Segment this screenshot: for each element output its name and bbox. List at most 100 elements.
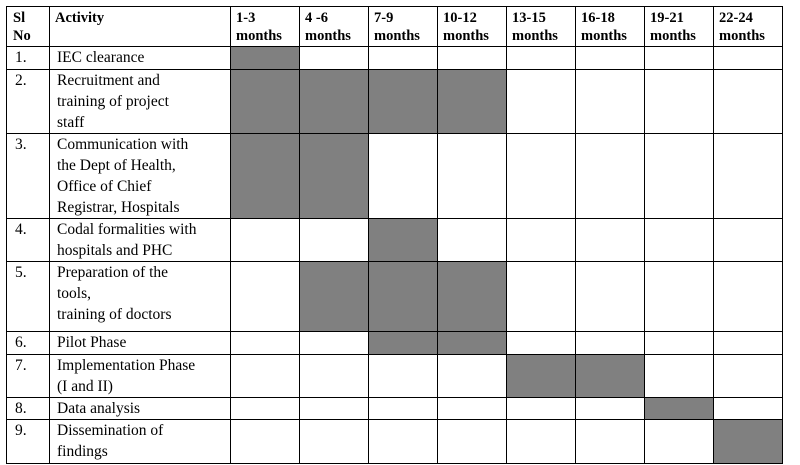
activity-line: Data analysis bbox=[57, 400, 141, 417]
activity-line: Office of Chief bbox=[57, 178, 152, 195]
activity-line: staff bbox=[57, 114, 85, 131]
period-header-unit: months bbox=[719, 28, 765, 44]
timeline-cell-active bbox=[713, 419, 783, 464]
timeline-cell-empty bbox=[368, 419, 438, 464]
timeline-cell-active bbox=[230, 69, 300, 134]
timeline-cell-empty bbox=[506, 261, 576, 332]
period-header-range: 10-12 bbox=[443, 10, 477, 26]
timeline-cell-empty bbox=[575, 69, 645, 134]
activity-line: Preparation of the bbox=[57, 264, 169, 281]
timeline-cell-active bbox=[368, 261, 438, 332]
activity-line: training of project bbox=[57, 93, 169, 110]
period-header: 13-15 months bbox=[506, 6, 576, 47]
table-row: 2. Recruitment and training of project staf… bbox=[6, 69, 783, 134]
timeline-cell-empty bbox=[437, 46, 507, 70]
table-row: 7. Implementation Phase (I and II) bbox=[6, 354, 783, 398]
sl-number: 5. bbox=[6, 261, 50, 332]
timeline-cell-empty bbox=[506, 331, 576, 355]
activity-name: Codal formalities with hospitals and PHC bbox=[49, 218, 231, 262]
timeline-cell-empty bbox=[644, 133, 714, 219]
timeline-cell-empty bbox=[575, 218, 645, 262]
timeline-cell-active bbox=[368, 218, 438, 262]
activity-line: Registrar, Hospitals bbox=[57, 199, 180, 216]
period-header-range: 19-21 bbox=[650, 10, 684, 26]
timeline-cell-active bbox=[437, 69, 507, 134]
period-header-range: 22-24 bbox=[719, 10, 753, 26]
timeline-cell-empty bbox=[230, 397, 300, 420]
timeline-cell-empty bbox=[575, 46, 645, 70]
timeline-cell-active bbox=[368, 331, 438, 355]
timeline-cell-active bbox=[230, 46, 300, 70]
timeline-cell-empty bbox=[437, 419, 507, 464]
timeline-cell-empty bbox=[368, 46, 438, 70]
activity-line: Recruitment and bbox=[57, 72, 160, 89]
timeline-cell-active bbox=[437, 331, 507, 355]
table-row: 1. IEC clearance bbox=[6, 46, 783, 70]
timeline-cell-empty bbox=[368, 397, 438, 420]
table-row: 5. Preparation of the tools, training of do… bbox=[6, 261, 783, 332]
sl-header-line: No bbox=[13, 28, 31, 44]
sl-no-header: Sl No bbox=[6, 6, 50, 47]
activity-line: Communication with bbox=[57, 136, 189, 153]
period-header-range: 13-15 bbox=[512, 10, 546, 26]
timeline-cell-empty bbox=[644, 331, 714, 355]
period-header-unit: months bbox=[305, 28, 351, 44]
table-row: 9. Dissemination of findings bbox=[6, 419, 783, 464]
timeline-cell-empty bbox=[437, 397, 507, 420]
timeline-cell-empty bbox=[299, 331, 369, 355]
header-row: Sl No Activity 1-3 months 4 -6 months 7-9 m… bbox=[6, 6, 783, 47]
timeline-cell-empty bbox=[644, 218, 714, 262]
timeline-cell-empty bbox=[575, 419, 645, 464]
timeline-cell-empty bbox=[437, 218, 507, 262]
table-row: 3. Communication with the Dept of Health, O… bbox=[6, 133, 783, 219]
timeline-cell-active bbox=[437, 261, 507, 332]
activity-name: Data analysis bbox=[49, 397, 231, 420]
timeline-cell-empty bbox=[713, 46, 783, 70]
timeline-cell-empty bbox=[230, 354, 300, 398]
timeline-cell-empty bbox=[713, 331, 783, 355]
timeline-cell-empty bbox=[299, 218, 369, 262]
gantt-body: 1. IEC clearance 2. Recruitment and training… bbox=[6, 46, 783, 464]
table-row: 4. Codal formalities with hospitals and PH… bbox=[6, 218, 783, 262]
period-header-unit: months bbox=[650, 28, 696, 44]
timeline-cell-empty bbox=[644, 69, 714, 134]
period-header-unit: months bbox=[581, 28, 627, 44]
timeline-cell-active bbox=[299, 69, 369, 134]
timeline-cell-active bbox=[575, 354, 645, 398]
timeline-cell-empty bbox=[713, 397, 783, 420]
period-header: 7-9 months bbox=[368, 6, 438, 47]
timeline-cell-empty bbox=[299, 354, 369, 398]
activity-line: the Dept of Health, bbox=[57, 157, 176, 174]
activity-name: Pilot Phase bbox=[49, 331, 231, 355]
timeline-cell-empty bbox=[230, 331, 300, 355]
sl-number: 9. bbox=[6, 419, 50, 464]
activity-line: training of doctors bbox=[57, 306, 172, 323]
period-header-unit: months bbox=[236, 28, 282, 44]
timeline-cell-empty bbox=[437, 354, 507, 398]
timeline-cell-active bbox=[299, 261, 369, 332]
table-row: 6. Pilot Phase bbox=[6, 331, 783, 355]
timeline-cell-empty bbox=[644, 419, 714, 464]
period-header: 1-3 months bbox=[230, 6, 300, 47]
timeline-cell-empty bbox=[368, 354, 438, 398]
timeline-cell-empty bbox=[230, 218, 300, 262]
timeline-cell-empty bbox=[506, 218, 576, 262]
activity-line: Codal formalities with bbox=[57, 221, 197, 238]
timeline-cell-empty bbox=[713, 354, 783, 398]
period-header: 4 -6 months bbox=[299, 6, 369, 47]
timeline-cell-empty bbox=[230, 419, 300, 464]
timeline-cell-empty bbox=[644, 46, 714, 70]
timeline-cell-empty bbox=[713, 261, 783, 332]
period-header: 19-21 months bbox=[644, 6, 714, 47]
timeline-cell-empty bbox=[713, 218, 783, 262]
timeline-cell-empty bbox=[713, 133, 783, 219]
timeline-cell-empty bbox=[437, 133, 507, 219]
activity-name: IEC clearance bbox=[49, 46, 231, 70]
period-header-range: 7-9 bbox=[374, 10, 394, 26]
sl-number: 7. bbox=[6, 354, 50, 398]
activity-line: tools, bbox=[57, 285, 92, 302]
timeline-cell-empty bbox=[644, 261, 714, 332]
period-header: 16-18 months bbox=[575, 6, 645, 47]
timeline-cell-empty bbox=[644, 354, 714, 398]
timeline-cell-empty bbox=[368, 133, 438, 219]
